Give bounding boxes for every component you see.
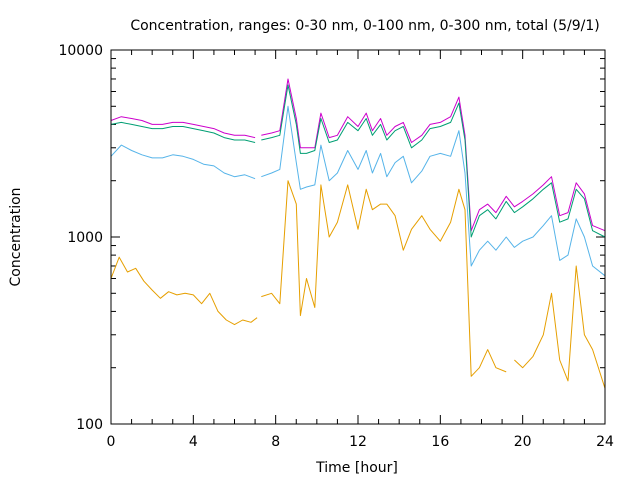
y-tick-label: 10000 bbox=[58, 43, 103, 59]
series-line-1 bbox=[110, 78, 606, 232]
x-tick-label: 8 bbox=[271, 434, 280, 450]
x-tick-label: 12 bbox=[349, 434, 367, 450]
x-tick-label: 4 bbox=[189, 434, 198, 450]
series-lines bbox=[110, 78, 606, 389]
x-axis-label: Time [hour] bbox=[315, 460, 398, 476]
series-line-3 bbox=[110, 105, 606, 277]
x-tick-label: 24 bbox=[596, 434, 614, 450]
x-tick-label: 0 bbox=[107, 434, 116, 450]
series-line-2 bbox=[110, 84, 606, 238]
y-tick-label: 1000 bbox=[67, 230, 103, 246]
x-tick-label: 20 bbox=[514, 434, 532, 450]
series-line-4 bbox=[110, 180, 606, 389]
y-tick-label: 100 bbox=[76, 417, 103, 433]
chart-title: Concentration, ranges: 0-30 nm, 0-100 nm… bbox=[130, 18, 599, 34]
plot-frame bbox=[110, 49, 606, 425]
y-axis-label: Concentration bbox=[8, 187, 24, 286]
x-tick-label: 16 bbox=[431, 434, 449, 450]
